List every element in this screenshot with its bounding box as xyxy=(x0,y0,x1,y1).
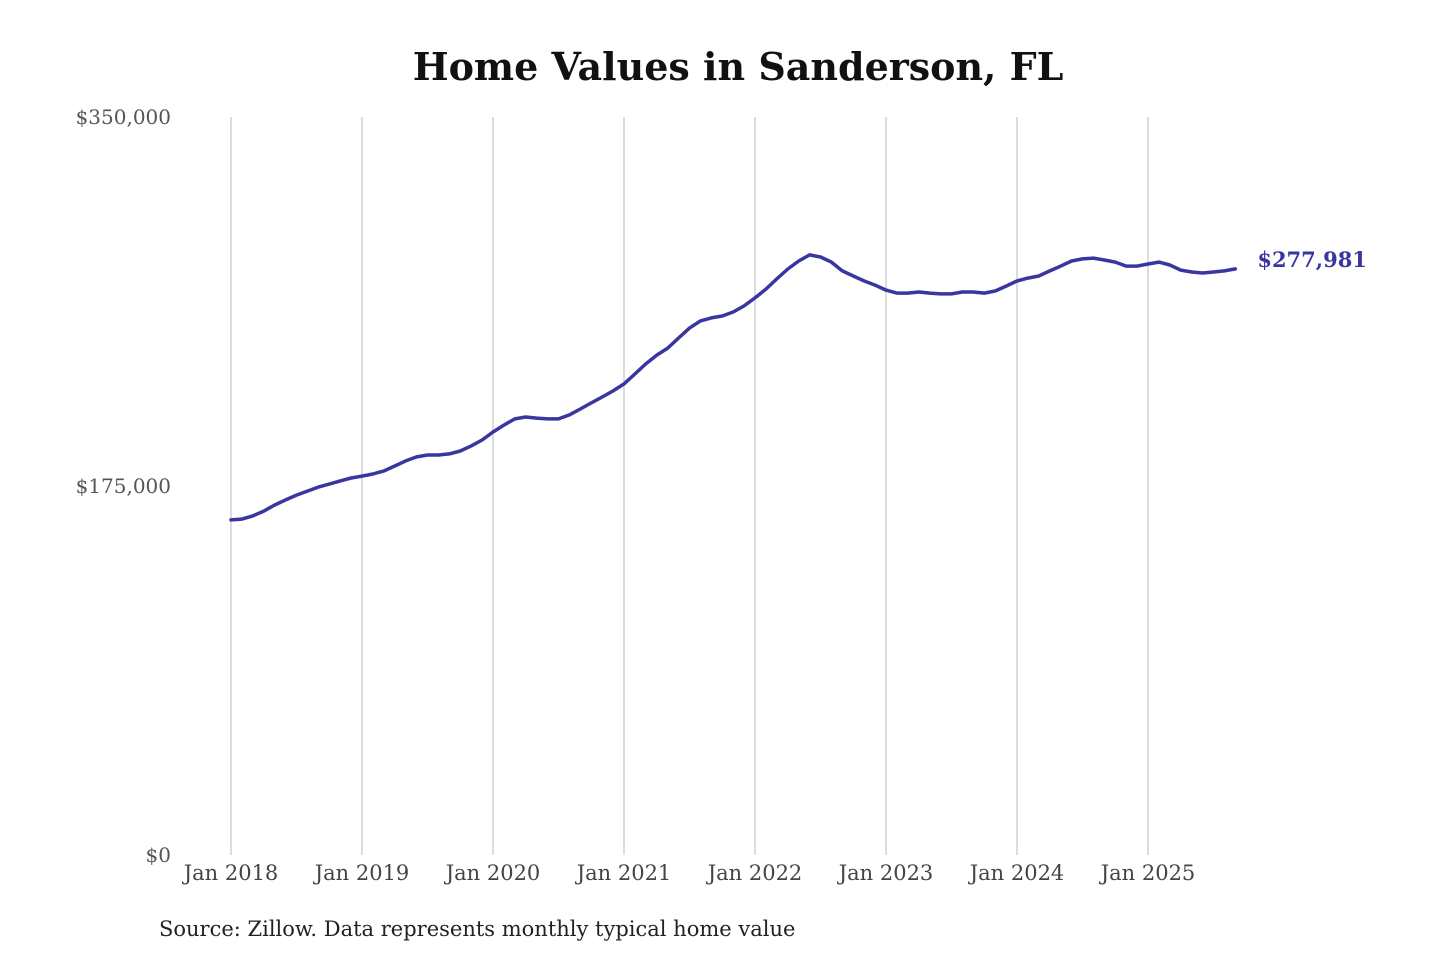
y-axis-ticks: $0 $175,000 $350,000 xyxy=(76,105,171,867)
x-tick-label: Jan 2023 xyxy=(837,861,934,885)
x-tick-label: Jan 2019 xyxy=(313,861,410,885)
x-tick-label: Jan 2024 xyxy=(968,861,1065,885)
y-tick-label: $350,000 xyxy=(76,105,171,129)
x-tick-label: Jan 2018 xyxy=(182,861,279,885)
y-tick-label: $0 xyxy=(146,843,171,867)
x-tick-label: Jan 2025 xyxy=(1099,861,1196,885)
y-tick-label: $175,000 xyxy=(76,474,171,498)
x-axis-ticks: Jan 2018 Jan 2019 Jan 2020 Jan 2021 Jan 2022… xyxy=(182,861,1196,885)
x-tick-label: Jan 2022 xyxy=(706,861,803,885)
chart-title: Home Values in Sanderson, FL xyxy=(412,44,1064,89)
gridlines xyxy=(230,117,1149,855)
home-value-line xyxy=(229,253,1238,522)
end-value-label: $277,981 xyxy=(1257,247,1367,272)
source-note: Source: Zillow. Data represents monthly … xyxy=(159,917,796,941)
x-tick-label: Jan 2020 xyxy=(444,861,541,885)
x-tick-label: Jan 2021 xyxy=(575,861,672,885)
